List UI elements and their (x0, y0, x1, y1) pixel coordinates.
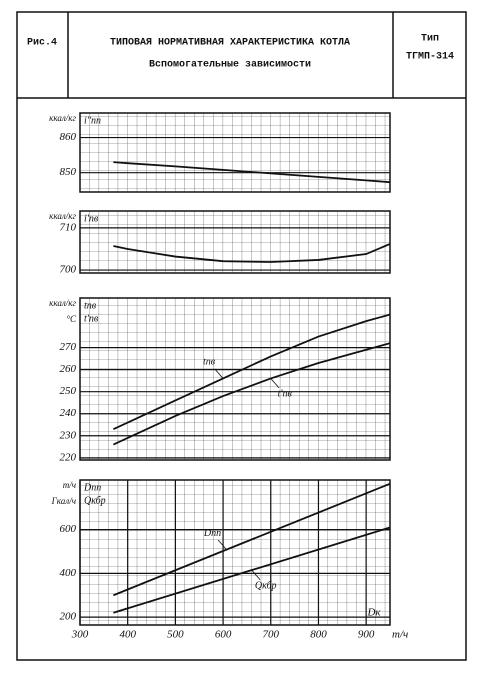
x-label: Dк (366, 607, 381, 619)
y-unit: ккал/кг (49, 113, 76, 123)
figure-number: Рис.4 (27, 38, 57, 49)
y-unit: ккал/кг (49, 298, 76, 308)
line (113, 342, 391, 446)
subtitle: Вспомогательные зависимости (149, 60, 311, 71)
fine-grid (79, 297, 391, 461)
line (113, 313, 391, 430)
series-label: Dпп (203, 528, 221, 539)
type-value: ТГМП-314 (406, 52, 454, 63)
line (113, 482, 391, 597)
x-tick-label: 700 (263, 629, 280, 641)
series-label: Qкбр (255, 580, 277, 591)
y-tick-label: 710 (60, 221, 77, 233)
line (113, 161, 391, 184)
y-tick-label: 860 (60, 131, 77, 143)
y-label: i'пв (84, 213, 99, 224)
y-unit: °C (66, 314, 77, 324)
y-tick-label: 600 (60, 523, 77, 535)
series-label: tпв (203, 357, 216, 368)
y-tick-label: 220 (60, 451, 77, 463)
series-label: t'пв (278, 389, 293, 400)
y-label: Dпп (83, 482, 101, 493)
x-tick-label: 500 (167, 629, 184, 641)
y-unit: т/ч (63, 480, 76, 490)
y-tick-label: 260 (60, 363, 77, 375)
y-tick-label: 850 (60, 166, 77, 178)
y-tick-label: 700 (60, 264, 77, 276)
x-tick-label: 800 (310, 629, 327, 641)
leader (217, 539, 227, 550)
y-label: tпв (84, 300, 97, 311)
x-tick-label: 300 (71, 629, 89, 641)
leader (251, 569, 261, 580)
leader (214, 368, 224, 379)
x-tick-label: 900 (358, 629, 375, 641)
y-tick-label: 400 (60, 567, 77, 579)
y-label: t'пв (84, 313, 99, 324)
y-label: Qкбр (84, 495, 106, 506)
y-tick-label: 270 (60, 341, 77, 353)
fine-grid (79, 210, 391, 274)
y-tick-label: 240 (60, 407, 77, 419)
frame (16, 11, 467, 661)
title: ТИПОВАЯ НОРМАТИВНАЯ ХАРАКТЕРИСТИКА КОТЛА (110, 38, 350, 49)
y-unit: ккал/кг (49, 211, 76, 221)
fine-grid (79, 112, 391, 193)
y-unit: Гкал/ч (51, 496, 76, 506)
y-tick-label: 250 (60, 385, 77, 397)
y-tick-label: 200 (60, 611, 77, 623)
x-tick-label: 400 (119, 629, 136, 641)
leader (270, 378, 280, 389)
y-tick-label: 230 (60, 429, 77, 441)
x-unit: т/ч (392, 629, 408, 641)
line (113, 243, 391, 263)
y-label: i''пп (84, 115, 101, 126)
type-label: Тип (421, 34, 439, 45)
x-tick-label: 600 (215, 629, 232, 641)
